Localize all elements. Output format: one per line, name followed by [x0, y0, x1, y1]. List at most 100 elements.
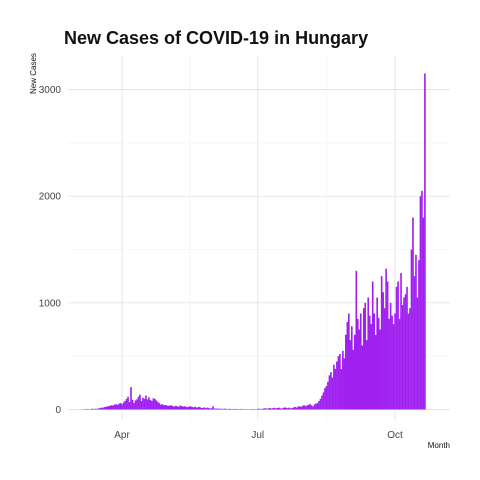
bar	[160, 405, 162, 410]
bar	[188, 407, 190, 410]
bar	[145, 396, 147, 410]
bar	[223, 409, 225, 410]
bar	[141, 401, 143, 410]
bar	[153, 398, 155, 409]
bar	[139, 395, 141, 410]
bar	[154, 399, 156, 410]
bar	[190, 406, 192, 409]
bar	[381, 276, 383, 409]
bar	[193, 407, 195, 409]
bar	[424, 74, 426, 410]
bar	[405, 294, 407, 409]
bar	[366, 340, 368, 409]
y-tick-label: 3000	[39, 85, 62, 96]
bar	[321, 396, 323, 410]
bar	[303, 405, 305, 409]
bar	[300, 407, 302, 410]
bar	[285, 408, 287, 410]
bar	[287, 408, 289, 409]
bar	[302, 406, 304, 410]
bar	[347, 322, 349, 409]
bar	[272, 408, 274, 409]
x-tick-label: Apr	[114, 430, 130, 441]
bar	[187, 407, 189, 409]
bar	[312, 406, 314, 409]
bar	[379, 330, 381, 410]
bar	[387, 282, 389, 410]
bar	[373, 314, 375, 410]
bar	[345, 335, 347, 410]
bar	[382, 292, 384, 409]
bar	[282, 408, 284, 410]
bar	[202, 408, 204, 409]
bar	[162, 404, 164, 409]
bar	[133, 403, 135, 409]
bar	[264, 408, 266, 409]
bar	[281, 409, 283, 410]
bar	[130, 387, 132, 409]
bar	[181, 406, 183, 409]
bar	[388, 319, 390, 410]
bar	[327, 382, 329, 410]
bar	[220, 409, 222, 410]
bar	[360, 314, 362, 410]
bar	[132, 400, 134, 410]
bar	[333, 365, 335, 410]
bar	[348, 314, 350, 410]
bar	[332, 378, 334, 410]
bar	[200, 408, 202, 410]
bar	[105, 407, 107, 410]
bar	[355, 271, 357, 410]
x-axis-title: Month	[428, 441, 450, 450]
bar	[99, 408, 101, 409]
bar	[408, 314, 410, 410]
bar	[403, 298, 405, 410]
bar	[157, 402, 159, 409]
bar	[138, 397, 140, 410]
bar	[414, 276, 416, 409]
bar	[364, 303, 366, 410]
bar	[263, 408, 265, 409]
bar	[251, 409, 253, 410]
bar	[308, 405, 310, 410]
bar	[173, 407, 175, 410]
bar	[172, 406, 174, 409]
bar	[352, 350, 354, 410]
bar	[150, 400, 152, 410]
bar	[291, 408, 293, 409]
bar	[320, 399, 322, 410]
bar	[169, 406, 171, 410]
bar	[357, 319, 359, 410]
bar	[229, 409, 231, 410]
bar	[411, 250, 413, 410]
bar	[420, 196, 422, 409]
bar	[109, 406, 111, 410]
bar	[267, 408, 269, 409]
bar	[203, 407, 205, 409]
bar	[390, 303, 392, 410]
bar	[236, 409, 238, 410]
y-tick-label: 1000	[39, 298, 62, 309]
bar	[361, 346, 363, 410]
bar	[350, 340, 352, 409]
bar	[372, 282, 374, 410]
bar	[400, 273, 402, 410]
bar	[126, 399, 128, 410]
bar	[391, 316, 393, 410]
bar	[115, 404, 117, 409]
bar	[339, 354, 341, 409]
bar	[336, 362, 338, 410]
bar	[293, 407, 295, 409]
bar	[148, 397, 150, 409]
bar	[318, 401, 320, 410]
bar	[175, 406, 177, 410]
bar	[194, 407, 196, 410]
bar	[185, 407, 187, 410]
bar	[123, 403, 125, 410]
bar	[120, 403, 122, 409]
bar	[168, 406, 170, 410]
bar	[342, 351, 344, 410]
bar	[260, 409, 262, 410]
bar	[330, 372, 332, 409]
